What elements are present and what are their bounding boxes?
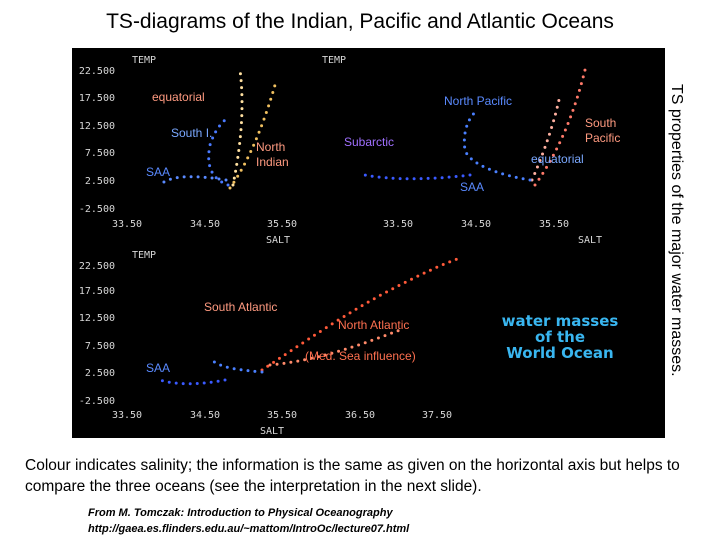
annotation: North Pacific xyxy=(444,94,512,108)
y-tick-label: 7.500 xyxy=(85,148,115,159)
scatter-trace xyxy=(228,83,277,190)
figure-background xyxy=(72,48,665,438)
figure: 22.500 17.500 12.500 7.500 2.500 -2.500 … xyxy=(72,48,685,438)
scatter-trace xyxy=(210,358,264,374)
annotation: (Med. Sea influence) xyxy=(305,349,416,363)
y-axis-label: TEMP xyxy=(132,250,156,261)
y-tick-label: 12.500 xyxy=(79,121,115,132)
scatter-trace xyxy=(260,256,462,372)
caption: Colour indicates salinity; the informati… xyxy=(25,457,680,495)
legend-text: of the xyxy=(535,328,585,346)
annotation: North xyxy=(256,140,285,154)
annotation: SAA xyxy=(146,165,170,179)
y-tick-label: -2.500 xyxy=(79,396,115,407)
annotation: Subarctic xyxy=(344,135,394,149)
y-axis-label: TEMP xyxy=(132,55,156,66)
legend-text: water masses xyxy=(502,312,619,330)
y-axis-label: TEMP xyxy=(322,55,346,66)
y-tick-label: 2.500 xyxy=(85,176,115,187)
annotation: equatorial xyxy=(531,152,584,166)
annotation: Indian xyxy=(256,155,289,169)
x-axis-label: SALT xyxy=(260,426,284,437)
panel-indian: 22.500 17.500 12.500 7.500 2.500 -2.500 … xyxy=(79,55,297,246)
annotation: South xyxy=(585,116,616,130)
scatter-trace xyxy=(158,175,228,187)
x-tick-label: 33.50 xyxy=(383,219,413,230)
y-tick-label: 22.500 xyxy=(79,261,115,272)
panel-pacific: TEMP 33.50 34.50 35.50 SALT North Pacifi… xyxy=(322,55,620,246)
x-tick-label: 35.50 xyxy=(267,410,297,421)
x-tick-label: 33.50 xyxy=(112,410,142,421)
credit: From M. Tomczak: Introduction to Physica… xyxy=(88,505,409,537)
x-tick-label: 34.50 xyxy=(190,410,220,421)
x-tick-label: 35.50 xyxy=(539,219,569,230)
slide-title: TS-diagrams of the Indian, Pacific and A… xyxy=(106,10,614,33)
annotation: equatorial xyxy=(152,90,205,104)
panel-atlantic: 22.500 17.500 12.500 7.500 2.500 -2.500 … xyxy=(79,250,462,437)
annotation: South Atlantic xyxy=(204,300,277,314)
x-tick-label: 35.50 xyxy=(267,219,297,230)
x-tick-label: 34.50 xyxy=(461,219,491,230)
x-tick-label: 36.50 xyxy=(345,410,375,421)
y-tick-label: 2.500 xyxy=(85,368,115,379)
scatter-trace xyxy=(268,328,402,367)
legend-text: World Ocean xyxy=(506,344,613,362)
credit-line: From M. Tomczak: Introduction to Physica… xyxy=(88,507,393,519)
annotation: Pacific xyxy=(585,131,620,145)
x-tick-label: 37.50 xyxy=(422,410,452,421)
scatter-trace xyxy=(158,378,227,386)
annotation: South I. xyxy=(171,126,212,140)
side-caption: TS properties of the major water masses. xyxy=(668,84,685,377)
y-tick-label: 7.500 xyxy=(85,341,115,352)
x-tick-label: 34.50 xyxy=(190,219,220,230)
scatter-trace xyxy=(363,173,472,181)
scatter-trace xyxy=(533,68,587,187)
y-tick-label: -2.500 xyxy=(79,204,115,215)
annotation: SAA xyxy=(146,361,170,375)
scatter-trace xyxy=(231,68,244,187)
x-axis-label: SALT xyxy=(266,235,290,246)
scatter-trace xyxy=(207,118,230,187)
annotation: North Atlantic xyxy=(338,318,409,332)
y-tick-label: 17.500 xyxy=(79,93,115,104)
credit-url: http://gaea.es.flinders.edu.au/~mattom/I… xyxy=(88,523,410,535)
y-tick-label: 17.500 xyxy=(79,286,115,297)
x-axis-label: SALT xyxy=(578,235,602,246)
y-tick-label: 12.500 xyxy=(79,313,115,324)
annotation: SAA xyxy=(460,180,484,194)
x-tick-label: 33.50 xyxy=(112,219,142,230)
y-tick-label: 22.500 xyxy=(79,66,115,77)
